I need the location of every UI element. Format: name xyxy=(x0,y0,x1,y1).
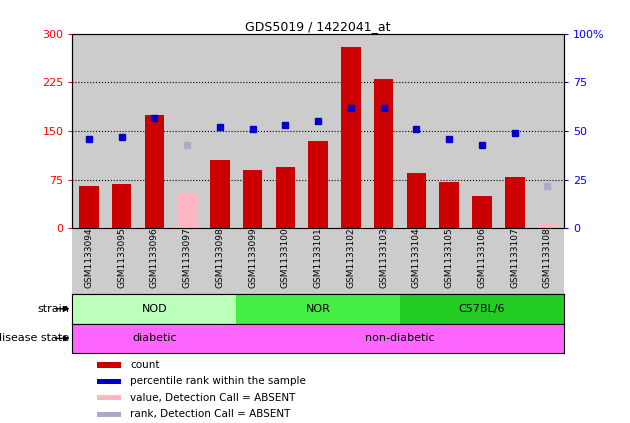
Bar xyxy=(138,34,171,228)
Bar xyxy=(171,34,203,228)
Bar xyxy=(105,34,138,228)
Bar xyxy=(177,193,197,228)
Bar xyxy=(433,34,466,228)
FancyBboxPatch shape xyxy=(97,412,120,417)
Bar xyxy=(335,34,367,228)
Bar xyxy=(236,228,269,294)
Bar xyxy=(302,34,335,228)
Bar xyxy=(72,324,236,353)
Bar xyxy=(236,34,269,228)
Bar xyxy=(269,228,302,294)
Bar xyxy=(236,324,564,353)
Text: percentile rank within the sample: percentile rank within the sample xyxy=(130,376,306,386)
Bar xyxy=(400,34,433,228)
Bar xyxy=(531,34,564,228)
Bar xyxy=(433,34,466,228)
Bar xyxy=(308,141,328,228)
Bar xyxy=(302,228,335,294)
Text: value, Detection Call = ABSENT: value, Detection Call = ABSENT xyxy=(130,393,296,403)
Bar xyxy=(269,34,302,228)
Bar xyxy=(269,34,302,228)
Bar xyxy=(275,167,295,228)
FancyBboxPatch shape xyxy=(97,379,120,384)
Bar xyxy=(203,34,236,228)
Bar xyxy=(531,228,564,294)
Bar xyxy=(439,182,459,228)
Bar xyxy=(367,34,400,228)
Bar xyxy=(138,228,171,294)
Bar xyxy=(138,34,171,228)
Bar xyxy=(341,47,361,228)
Bar xyxy=(171,228,203,294)
Bar xyxy=(72,228,105,294)
Bar xyxy=(203,34,236,228)
Bar xyxy=(335,34,367,228)
Bar xyxy=(498,34,531,228)
Text: NOR: NOR xyxy=(306,304,331,314)
Bar xyxy=(236,34,269,228)
Bar xyxy=(236,228,269,294)
Bar xyxy=(269,228,302,294)
Bar xyxy=(203,228,236,294)
Bar xyxy=(531,228,564,294)
Bar xyxy=(112,184,132,228)
Text: C57BL/6: C57BL/6 xyxy=(459,304,505,314)
Bar xyxy=(236,294,400,324)
Bar xyxy=(472,196,492,228)
Bar xyxy=(72,228,105,294)
Bar xyxy=(400,228,433,294)
Title: GDS5019 / 1422041_at: GDS5019 / 1422041_at xyxy=(246,20,391,33)
Bar xyxy=(72,34,105,228)
Bar xyxy=(367,228,400,294)
Bar xyxy=(171,228,203,294)
Text: diabetic: diabetic xyxy=(132,333,176,343)
Bar xyxy=(335,228,367,294)
Bar xyxy=(105,228,138,294)
Text: disease state: disease state xyxy=(0,333,69,343)
Bar xyxy=(171,34,203,228)
Bar xyxy=(203,228,236,294)
Bar xyxy=(433,228,466,294)
Bar xyxy=(466,34,498,228)
Bar xyxy=(505,176,525,228)
Bar xyxy=(302,34,335,228)
Bar xyxy=(79,186,99,228)
Bar xyxy=(144,115,164,228)
Bar xyxy=(367,34,400,228)
Bar xyxy=(498,228,531,294)
Text: rank, Detection Call = ABSENT: rank, Detection Call = ABSENT xyxy=(130,409,291,419)
Bar xyxy=(433,228,466,294)
Bar xyxy=(72,34,105,228)
Bar xyxy=(138,228,171,294)
Bar xyxy=(302,228,335,294)
Bar xyxy=(374,79,394,228)
Bar xyxy=(531,34,564,228)
Bar xyxy=(400,34,433,228)
Bar xyxy=(335,228,367,294)
Text: NOD: NOD xyxy=(142,304,167,314)
Bar xyxy=(105,34,138,228)
FancyBboxPatch shape xyxy=(97,395,120,401)
Bar xyxy=(537,223,558,228)
Text: non-diabetic: non-diabetic xyxy=(365,333,435,343)
Bar xyxy=(72,294,236,324)
Bar xyxy=(466,228,498,294)
Text: count: count xyxy=(130,360,160,370)
Bar xyxy=(406,173,427,228)
Bar xyxy=(400,228,433,294)
Bar xyxy=(466,34,498,228)
Bar xyxy=(210,160,230,228)
Bar xyxy=(498,228,531,294)
Bar xyxy=(400,294,564,324)
FancyBboxPatch shape xyxy=(97,363,120,368)
Bar xyxy=(105,228,138,294)
Bar xyxy=(243,170,263,228)
Bar xyxy=(466,228,498,294)
Text: strain: strain xyxy=(37,304,69,314)
Bar xyxy=(498,34,531,228)
Bar xyxy=(367,228,400,294)
